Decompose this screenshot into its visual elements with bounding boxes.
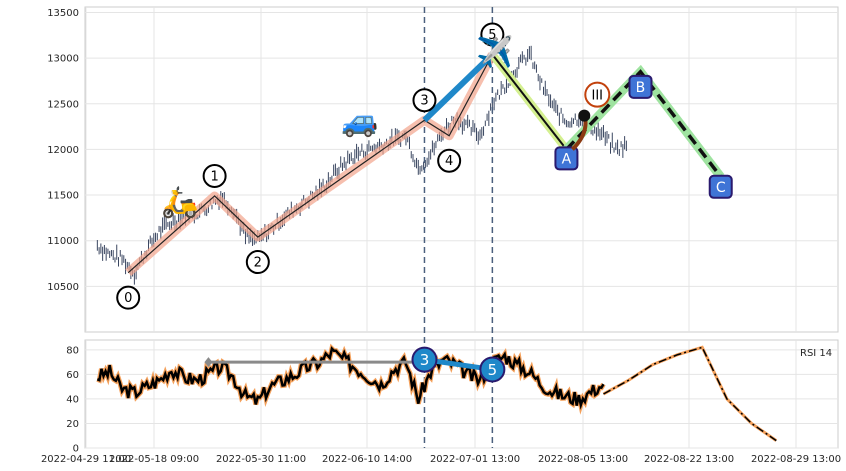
wave-label-5: 5 [488,28,496,43]
correction-line [491,53,568,151]
y-tick-label: 13500 [47,8,79,19]
marker-dot [578,109,591,122]
x-tick-label: 2022-08-29 13:00 [751,454,841,465]
y-tick-label: 11500 [47,191,79,202]
y-tick-label: 11000 [47,236,79,247]
marker-circle [584,81,611,108]
wave-label-3: 3 [420,94,428,109]
emoji-0: 🛵 [161,185,198,220]
rsi-line [96,346,605,410]
correction-label-C: C [716,180,726,196]
rsi-plot-area [84,339,839,449]
y-tick-label: 13000 [47,54,79,65]
rsi-legend: RSI 14 [800,348,832,359]
marker-label: III [592,89,604,104]
rsi-wave-circle [479,356,506,383]
x-tick-label: 2022-05-30 11:00 [216,454,306,465]
x-tick-label: 2022-08-22 13:00 [644,454,734,465]
x-tick-label: 2022-07-01 13:00 [430,454,520,465]
grid [85,7,838,449]
x-tick-label: 2022-05-18 09:00 [109,454,199,465]
correction-label-B: B [636,80,646,96]
y-tick-label: 12000 [47,145,79,156]
wave-label-circle [437,148,462,173]
y-tick-label: 20 [66,419,79,430]
emoji-1: 🚙 [341,104,378,139]
wave-label-circle [480,22,505,47]
x-tick-label: 2022-04-29 11:00 [41,454,131,465]
y-tick-label: 10500 [47,282,79,293]
wave-label-4: 4 [445,154,453,169]
correction-label-A: A [562,151,572,167]
y-tick-label: 80 [66,345,79,356]
y-tick-label: 60 [66,370,79,381]
correction-box [628,74,653,99]
wave-label-circle [412,88,437,113]
wave-label-circle [245,250,270,275]
emoji-2: ✈️ [476,33,513,70]
x-tick-label: 2022-06-10 14:00 [322,454,412,465]
wave-label-circle [116,285,141,310]
x-tick-label: 2022-08-05 13:00 [538,454,628,465]
wave-3-5-segment [422,52,495,123]
projection-line [565,69,723,178]
wave-label-1: 1 [210,169,218,184]
rsi-projection-line [603,346,777,442]
rsi-wave-circle [411,346,438,373]
wave-line [127,54,493,274]
rsi-panel: 35 [96,343,778,442]
rsi-wave-label-3: 3 [420,351,430,369]
price-plot-area [84,6,839,333]
y-tick-label: 12500 [47,99,79,110]
wave-overlays: 0 1 2 3 4 5 A B C III 🛵 🚙 ✈️ [116,22,733,310]
marker-arrow [570,119,588,151]
correction-box [708,174,733,199]
correction-box [554,146,579,171]
wave-label-2: 2 [254,256,262,271]
y-tick-label: 40 [66,394,79,405]
wave-label-0: 0 [124,291,132,306]
rsi-wave-label-5: 5 [488,361,498,379]
rsi-level-marker [204,357,213,368]
y-tick-label: 0 [73,444,79,455]
wave-label-circle [202,163,227,188]
